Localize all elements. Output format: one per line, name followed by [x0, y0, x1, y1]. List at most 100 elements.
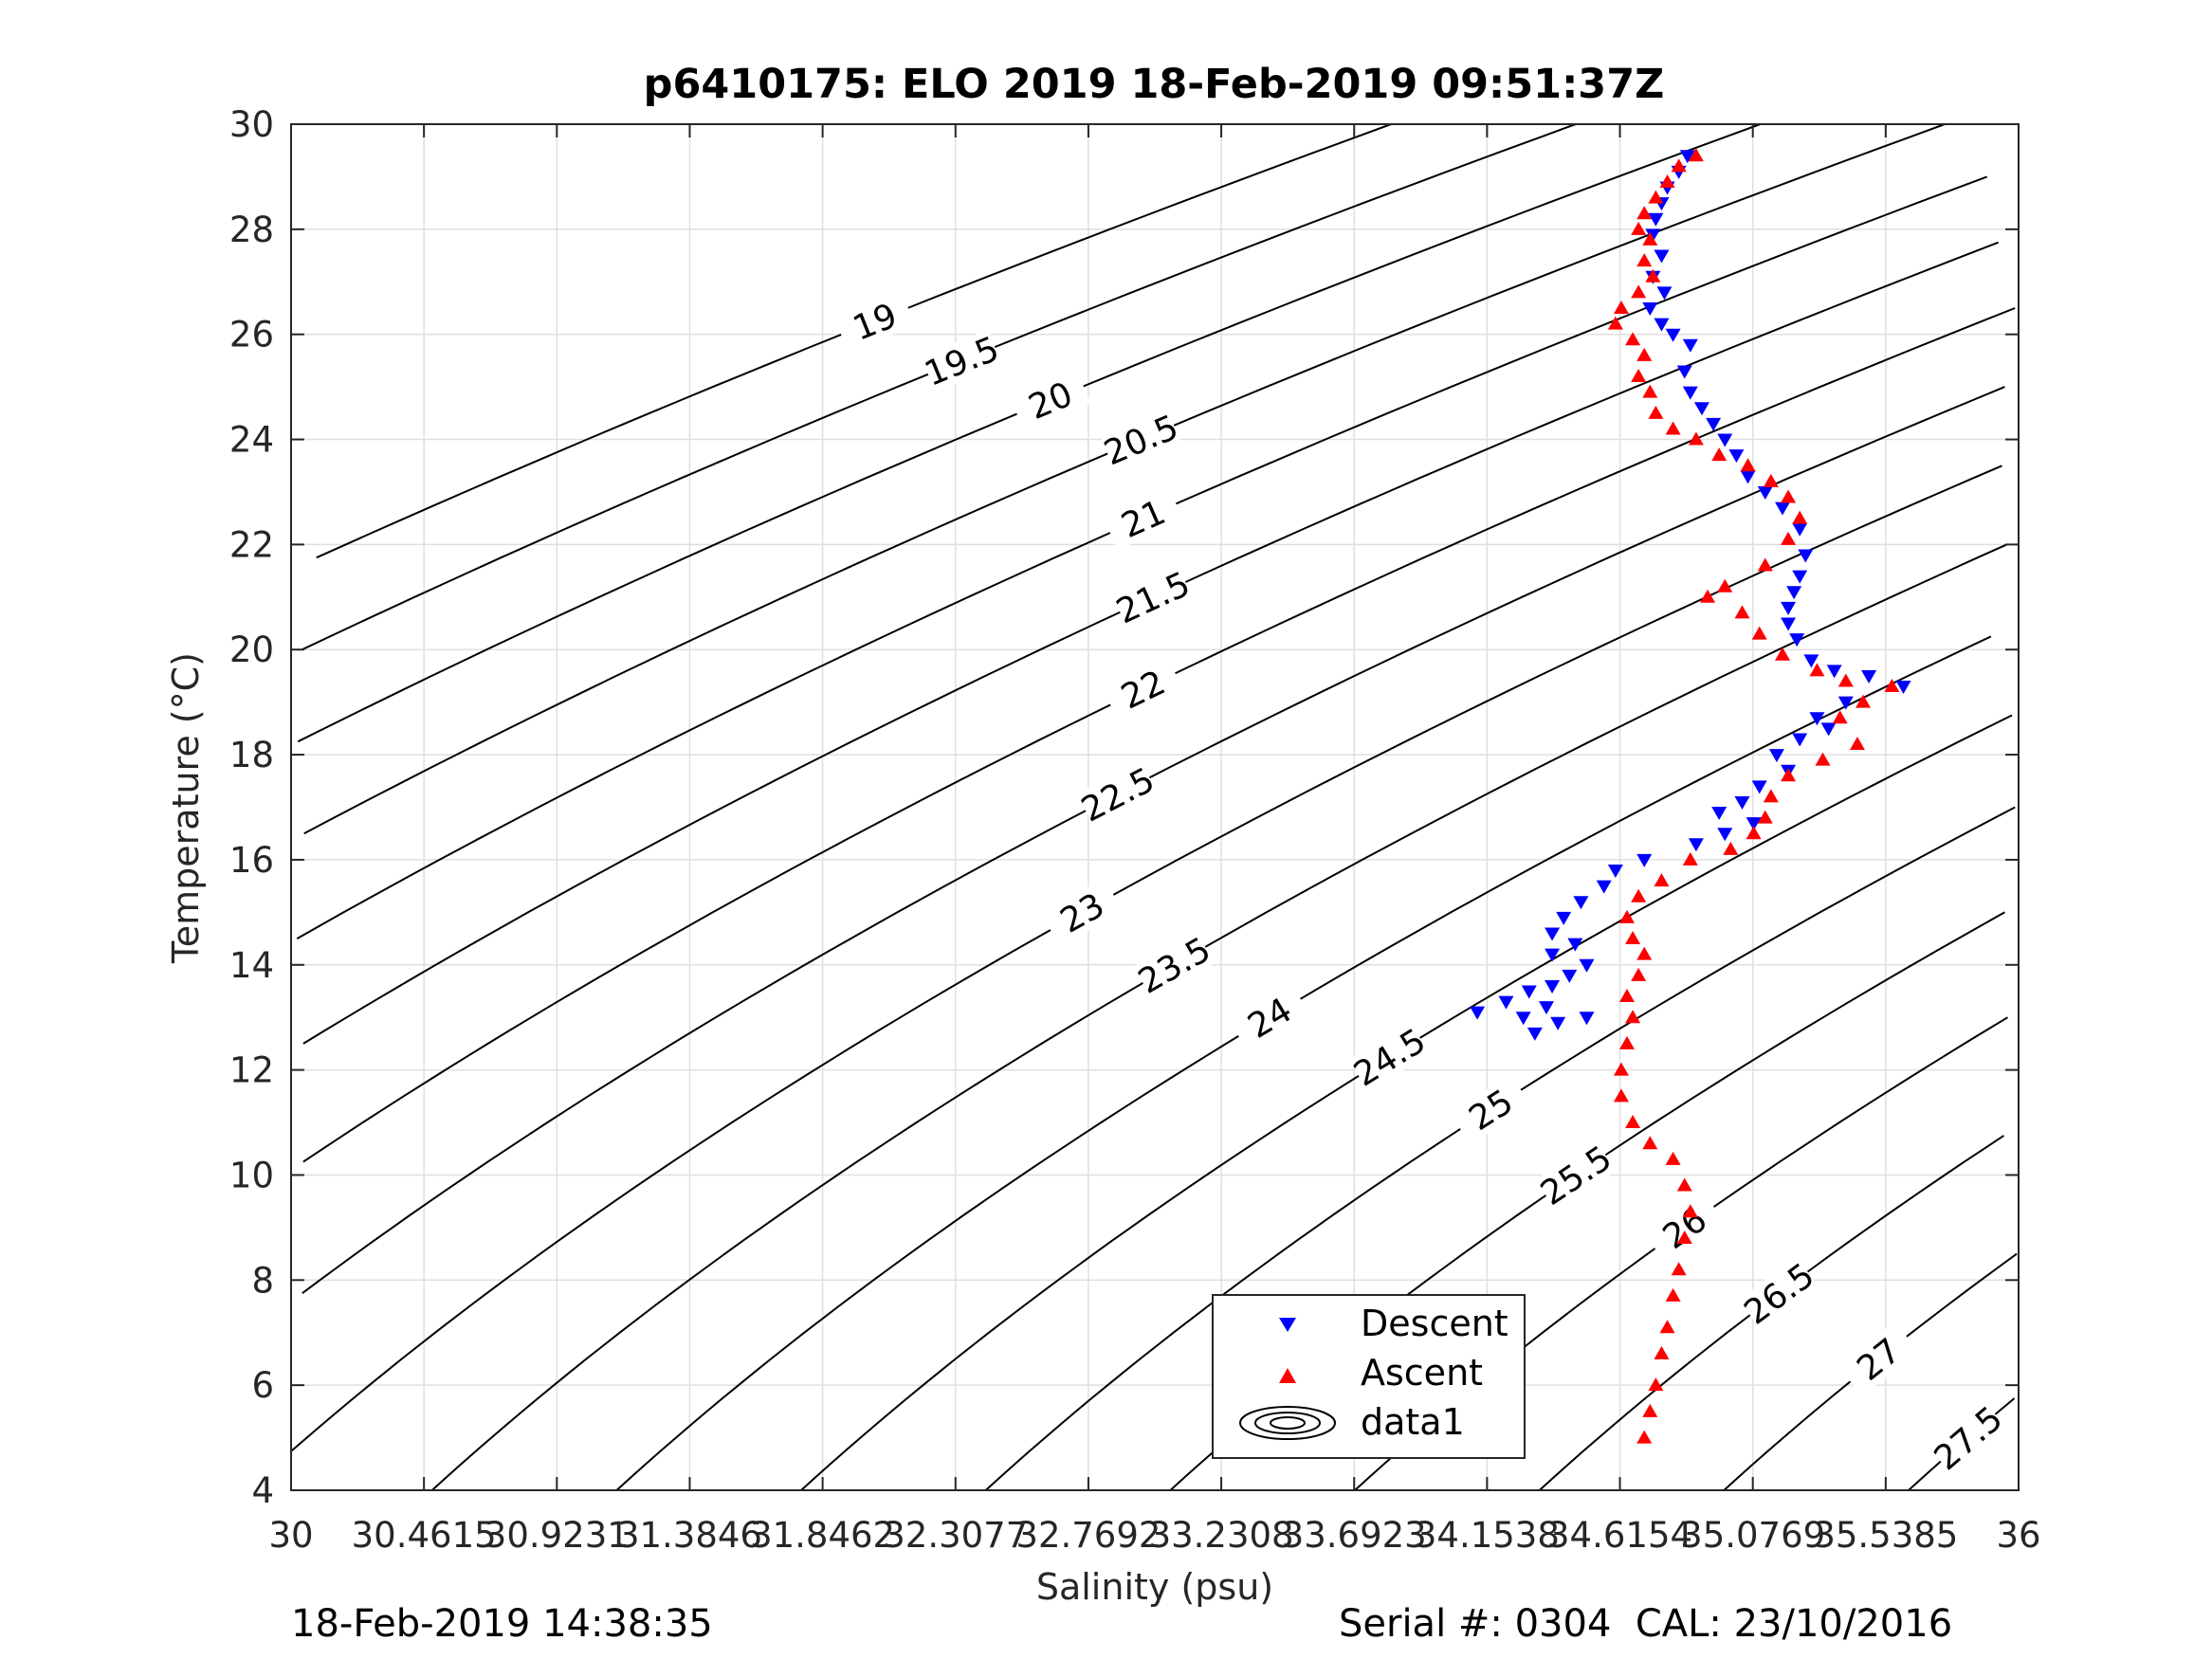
x-axis-label: Salinity (psu): [1036, 1566, 1273, 1608]
ascent-point: [1763, 473, 1779, 487]
descent-point: [1538, 1001, 1554, 1015]
ascent-point: [1631, 888, 1647, 902]
density-contour-line: [615, 635, 1992, 1491]
ascent-point: [1619, 1035, 1636, 1049]
ascent-point: [1757, 810, 1773, 824]
contour-label-bg: [1348, 1021, 1431, 1092]
ascent-point: [1763, 789, 1779, 803]
x-tick-label: 30: [268, 1515, 313, 1556]
ascent-point: [1740, 458, 1756, 472]
x-tick-label: 32.3077: [883, 1515, 1028, 1556]
ascent-point: [1700, 589, 1716, 603]
ascent-point: [1631, 284, 1647, 299]
ascent-point: [1676, 1177, 1692, 1192]
descent-point: [1837, 696, 1854, 710]
descent-point: [1717, 433, 1733, 447]
descent-point: [1567, 938, 1583, 952]
contour-label-bg: [1229, 982, 1310, 1052]
y-tick-label: 30: [229, 104, 274, 145]
ascent-point: [1659, 1320, 1675, 1334]
contour-label-bg: [1009, 368, 1091, 431]
y-tick-label: 18: [229, 735, 274, 775]
y-tick-label: 8: [251, 1260, 274, 1301]
contour-label-bg: [1133, 930, 1216, 1000]
density-contour-line: [297, 123, 1761, 743]
descent-point: [1648, 212, 1664, 227]
density-contour-line: [303, 123, 1946, 835]
legend-label-descent: Descent: [1361, 1303, 1508, 1344]
footer-serial-calibration: Serial #: 0304 CAL: 23/10/2016: [1339, 1602, 1953, 1646]
descent-point: [1545, 979, 1561, 994]
descent-point: [1656, 286, 1673, 301]
grid: [291, 124, 2019, 1490]
ascent-point: [1682, 1204, 1698, 1218]
descent-point: [1562, 969, 1578, 983]
ascent-point: [1671, 158, 1687, 173]
descent-point: [1515, 1012, 1531, 1026]
ascent-point: [1717, 578, 1733, 592]
ascent-point: [1631, 967, 1647, 981]
descent-point: [1746, 817, 1762, 831]
density-contour-line: [296, 175, 1988, 939]
ascent-point: [1636, 1430, 1653, 1444]
ascent-point: [1676, 1230, 1692, 1244]
descent-point: [1706, 417, 1722, 431]
descent-point: [1545, 927, 1561, 941]
ascent-point: [1636, 946, 1653, 960]
y-tick-label: 4: [251, 1470, 274, 1511]
contour-label-bg: [921, 329, 1002, 392]
ascent-point: [1665, 421, 1681, 435]
legend-marker-ascent: [1279, 1368, 1296, 1383]
ascent-point: [1636, 253, 1653, 267]
ascent-point: [1654, 873, 1670, 887]
ascent-point: [1665, 1287, 1681, 1302]
descent-point: [1645, 228, 1661, 243]
ascent-point: [1636, 206, 1653, 220]
density-contour-line: [985, 806, 2016, 1491]
y-tick-label: 24: [229, 420, 274, 461]
density-contour-line: [302, 123, 1577, 651]
x-tick-label: 31.8462: [750, 1515, 895, 1556]
descent-point: [1679, 150, 1695, 164]
ascent-point: [1665, 1151, 1681, 1165]
descent-point: [1786, 586, 1802, 600]
contour-label-bg: [833, 290, 916, 353]
descent-point: [1717, 828, 1733, 842]
descent-point: [1792, 733, 1808, 747]
ascent-point: [1625, 1115, 1641, 1129]
ascent-point: [1856, 694, 1872, 708]
ascent-point: [1625, 1010, 1641, 1024]
descent-point: [1895, 681, 1911, 695]
ascent-point: [1631, 369, 1647, 383]
descent-point: [1740, 470, 1756, 484]
ascent-point: [1671, 1262, 1687, 1276]
x-tick-label: 31.3846: [617, 1515, 762, 1556]
descent-point: [1596, 880, 1612, 894]
ascent-point: [1792, 510, 1808, 524]
x-tick-label: 36: [1996, 1515, 2040, 1556]
contour-label-bg: [1041, 878, 1124, 947]
ascent-point: [1613, 300, 1629, 314]
contour-label: 24.5: [1347, 1022, 1433, 1095]
descent-point: [1526, 1027, 1543, 1041]
descent-point: [1573, 896, 1589, 910]
contour-label: 21.5: [1111, 565, 1197, 632]
y-tick-label: 10: [229, 1155, 274, 1195]
y-tick-label: 26: [229, 315, 274, 356]
ascent-point: [1774, 647, 1790, 661]
descent-point: [1803, 654, 1819, 668]
density-contour-line: [316, 123, 1392, 559]
ascent-point: [1636, 347, 1653, 361]
contour-label: 19.5: [920, 330, 1005, 394]
descent-point: [1579, 958, 1595, 973]
contour-label-bg: [1100, 408, 1181, 471]
ascent-point: [1781, 531, 1797, 545]
descent-point: [1654, 249, 1670, 264]
x-tick-label: 35.5385: [1813, 1515, 1958, 1556]
descent-point: [1682, 338, 1698, 353]
ascent-point: [1815, 752, 1831, 766]
ascent-point: [1648, 190, 1664, 204]
contour-label-bg: [1102, 486, 1184, 551]
ascent-point: [1625, 931, 1641, 945]
